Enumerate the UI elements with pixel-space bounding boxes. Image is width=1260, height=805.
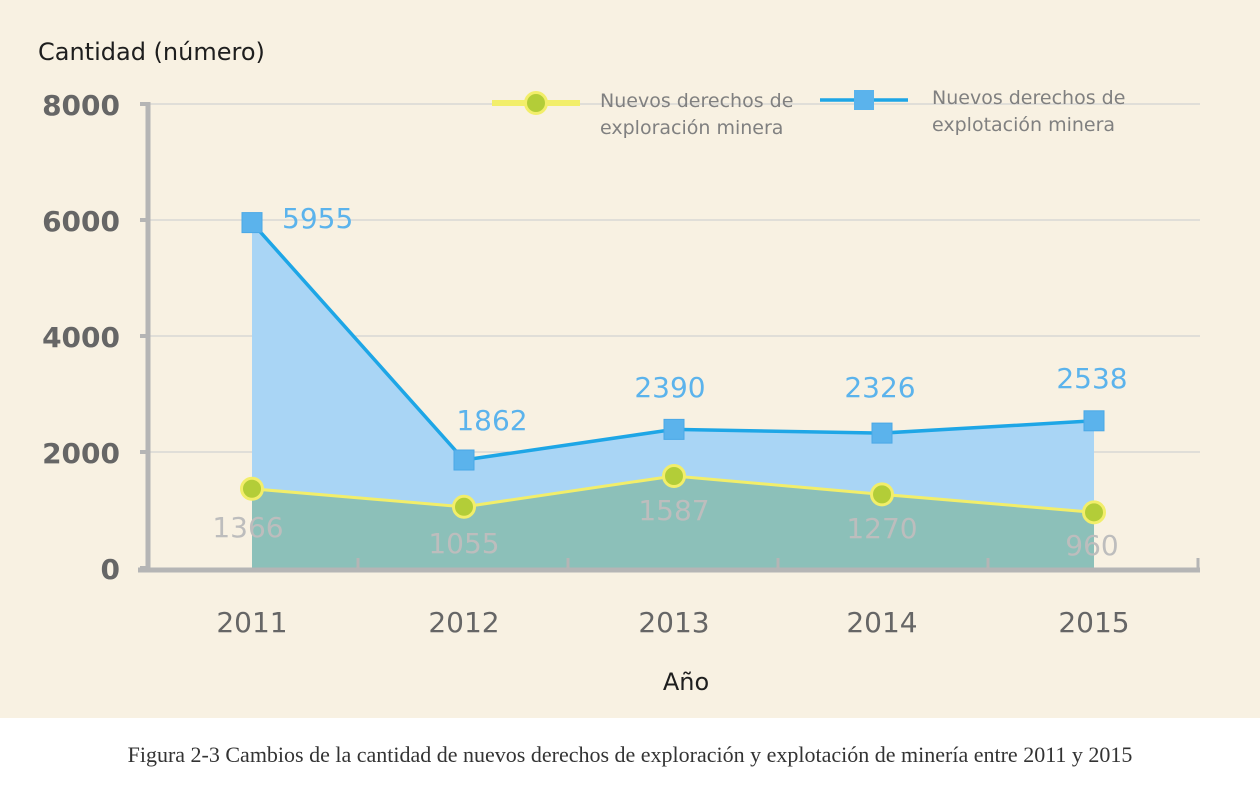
y-tick-label: 8000 (42, 89, 120, 122)
data-point-exploracion (240, 476, 264, 501)
legend-marker-exploracion (524, 91, 548, 115)
data-label-exploracion: 1587 (638, 494, 709, 527)
data-label-exploracion: 960 (1065, 529, 1118, 562)
y-tick-label: 6000 (42, 205, 120, 238)
y-tick-label: 0 (101, 553, 120, 586)
y-axis-title: Cantidad (número) (38, 38, 265, 66)
data-label-explotacion: 5955 (282, 202, 353, 235)
x-axis-title: Año (663, 668, 709, 696)
data-label-explotacion: 1862 (456, 404, 527, 437)
line-area-chart: Cantidad (número) Año 0 2000 4000 6000 8000 2… (38, 38, 1200, 696)
data-label-exploracion: 1366 (212, 511, 283, 544)
data-label-explotacion: 2326 (844, 371, 915, 404)
data-point-explotacion (1083, 410, 1105, 432)
chart-panel: Cantidad (número) Año 0 2000 4000 6000 8000 2… (0, 0, 1260, 718)
data-point-exploracion (1082, 500, 1106, 525)
x-tick-label: 2011 (216, 606, 287, 639)
x-tick-label: 2012 (428, 606, 499, 639)
legend-marker-explotacion (854, 90, 874, 110)
data-point-explotacion (871, 422, 893, 444)
legend-label-explotacion-line2: explotación minera (932, 114, 1115, 136)
x-tick-label: 2014 (846, 606, 917, 639)
data-point-explotacion (663, 418, 685, 440)
data-label-exploracion: 1270 (846, 512, 917, 545)
y-tick-label: 4000 (42, 321, 120, 354)
data-label-exploracion: 1055 (428, 527, 499, 560)
data-label-explotacion: 2390 (634, 371, 705, 404)
x-tick-label: 2013 (638, 606, 709, 639)
data-label-explotacion: 2538 (1056, 362, 1127, 395)
series-area-2 (252, 222, 1094, 569)
data-point-exploracion (870, 482, 894, 507)
legend-label-exploracion-line1: Nuevos derechos de (600, 90, 793, 112)
data-point-explotacion (453, 449, 475, 471)
legend-label-explotacion-line1: Nuevos derechos de (932, 87, 1125, 109)
data-point-exploracion (662, 463, 686, 488)
figure-caption: Figura 2-3 Cambios de la cantidad de nue… (127, 742, 1133, 767)
legend-label-exploracion-line2: exploración minera (600, 117, 783, 139)
data-point-explotacion (241, 212, 263, 234)
y-tick-label: 2000 (42, 437, 120, 470)
data-point-exploracion (452, 494, 476, 519)
x-tick-label: 2015 (1058, 606, 1129, 639)
